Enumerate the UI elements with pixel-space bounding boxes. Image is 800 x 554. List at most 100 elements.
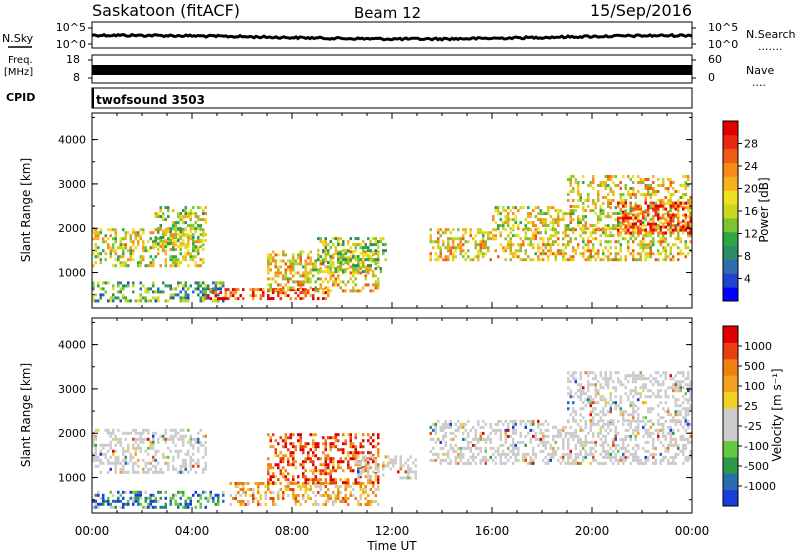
data-cell	[589, 461, 592, 465]
data-cell	[552, 252, 555, 256]
data-cell	[612, 181, 615, 184]
data-cell	[144, 428, 147, 432]
data-cell	[144, 290, 147, 294]
data-cell	[689, 224, 692, 228]
data-cell	[359, 258, 362, 262]
data-cell	[567, 240, 570, 244]
data-cell	[354, 246, 357, 250]
data-cell	[569, 255, 572, 259]
data-cell	[269, 297, 272, 301]
data-cell	[127, 443, 130, 447]
data-cell	[462, 455, 465, 459]
data-cell	[544, 218, 547, 222]
data-cell	[534, 206, 537, 210]
data-cell	[449, 246, 452, 250]
data-cell	[232, 288, 235, 292]
data-cell	[644, 252, 647, 256]
data-cell	[359, 473, 362, 477]
data-cell	[237, 288, 240, 292]
data-cell	[189, 234, 192, 238]
data-cell	[194, 240, 197, 244]
data-cell	[132, 490, 135, 494]
data-cell	[352, 442, 355, 446]
data-cell	[314, 433, 317, 437]
data-cell	[484, 422, 487, 426]
data-cell	[267, 283, 270, 287]
data-cell	[579, 371, 582, 375]
data-cell	[334, 494, 337, 497]
data-cell	[674, 452, 677, 456]
data-cell	[612, 455, 615, 459]
data-cell	[129, 246, 132, 250]
data-cell	[102, 281, 105, 285]
data-cell	[607, 380, 610, 384]
data-cell	[637, 377, 640, 381]
data-cell	[652, 190, 655, 193]
data-cell	[134, 493, 137, 497]
data-cell	[324, 445, 327, 449]
data-cell	[687, 458, 690, 462]
data-cell	[97, 505, 100, 509]
data-cell	[287, 294, 290, 298]
data-cell	[552, 224, 555, 228]
data-cell	[544, 446, 547, 450]
data-cell	[524, 443, 527, 447]
data-cell	[337, 252, 340, 256]
data-cell	[154, 470, 157, 474]
data-cell	[169, 237, 172, 241]
data-cell	[364, 485, 367, 488]
data-cell	[642, 216, 645, 220]
data-cell	[182, 470, 185, 474]
data-cell	[279, 283, 282, 287]
data-cell	[137, 431, 140, 435]
data-cell	[684, 187, 687, 190]
data-cell	[359, 475, 362, 479]
data-cell	[204, 490, 207, 494]
data-cell	[214, 296, 217, 300]
data-cell	[674, 401, 677, 405]
date-label: 15/Sep/2016	[590, 1, 692, 20]
data-cell	[292, 460, 295, 464]
data-cell	[389, 467, 392, 471]
data-cell	[524, 231, 527, 235]
data-cell	[132, 464, 135, 468]
data-cell	[507, 446, 510, 450]
data-cell	[642, 401, 645, 405]
data-cell	[322, 297, 325, 301]
data-cell	[112, 264, 115, 268]
data-cell	[377, 463, 380, 467]
data-cell	[327, 288, 330, 292]
data-cell	[662, 199, 665, 202]
data-cell	[294, 262, 297, 266]
data-cell	[327, 466, 330, 470]
data-cell	[632, 258, 635, 262]
data-cell	[597, 190, 600, 193]
data-cell	[294, 448, 297, 452]
data-cell	[644, 234, 647, 238]
data-cell	[559, 428, 562, 432]
data-cell	[582, 227, 585, 231]
data-cell	[327, 454, 330, 458]
data-cell	[629, 204, 632, 208]
data-cell	[567, 234, 570, 238]
data-cell	[364, 270, 367, 274]
data-cell	[582, 218, 585, 222]
data-cell	[174, 431, 177, 435]
data-cell	[642, 243, 645, 247]
data-cell	[632, 452, 635, 456]
data-cell	[187, 452, 190, 456]
data-cell	[339, 485, 342, 488]
data-cell	[124, 243, 127, 247]
data-cell	[197, 227, 200, 231]
data-cell	[599, 374, 602, 378]
data-cell	[687, 215, 690, 219]
data-cell	[647, 246, 650, 250]
data-cell	[517, 234, 520, 238]
data-cell	[632, 252, 635, 256]
data-cell	[647, 377, 650, 381]
data-cell	[347, 256, 350, 260]
data-cell	[684, 377, 687, 381]
data-cell	[634, 389, 637, 393]
xtick-label: 20:00	[575, 524, 610, 538]
colorbar-tick-label: -1000	[744, 480, 776, 493]
